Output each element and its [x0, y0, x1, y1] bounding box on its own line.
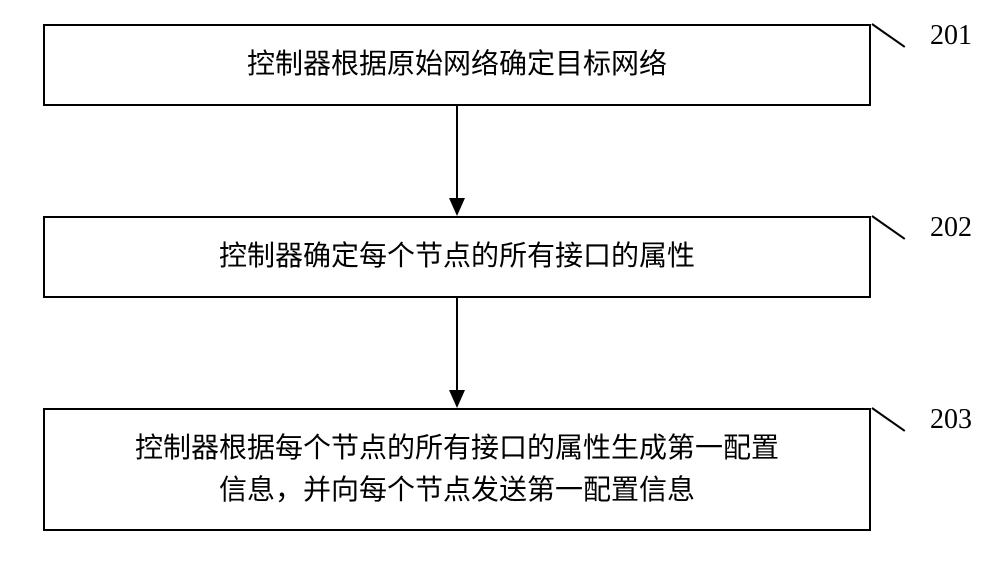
step-2-label: 202 — [930, 212, 972, 244]
leader-line-1 — [871, 23, 905, 48]
step-3-label: 203 — [930, 404, 972, 436]
flowchart-step-2: 控制器确定每个节点的所有接口的属性 — [43, 216, 871, 298]
flowchart-step-3: 控制器根据每个节点的所有接口的属性生成第一配置 信息，并向每个节点发送第一配置信… — [43, 408, 871, 531]
leader-line-2 — [871, 215, 905, 240]
step-3-text: 控制器根据每个节点的所有接口的属性生成第一配置 信息，并向每个节点发送第一配置信… — [135, 428, 779, 512]
step-2-text: 控制器确定每个节点的所有接口的属性 — [219, 236, 695, 278]
flowchart-container: 控制器根据原始网络确定目标网络 201 控制器确定每个节点的所有接口的属性 20… — [0, 0, 1000, 587]
leader-line-3 — [871, 407, 905, 432]
step-1-label: 201 — [930, 20, 972, 52]
flowchart-step-1: 控制器根据原始网络确定目标网络 — [43, 24, 871, 106]
step-1-text: 控制器根据原始网络确定目标网络 — [247, 44, 667, 86]
